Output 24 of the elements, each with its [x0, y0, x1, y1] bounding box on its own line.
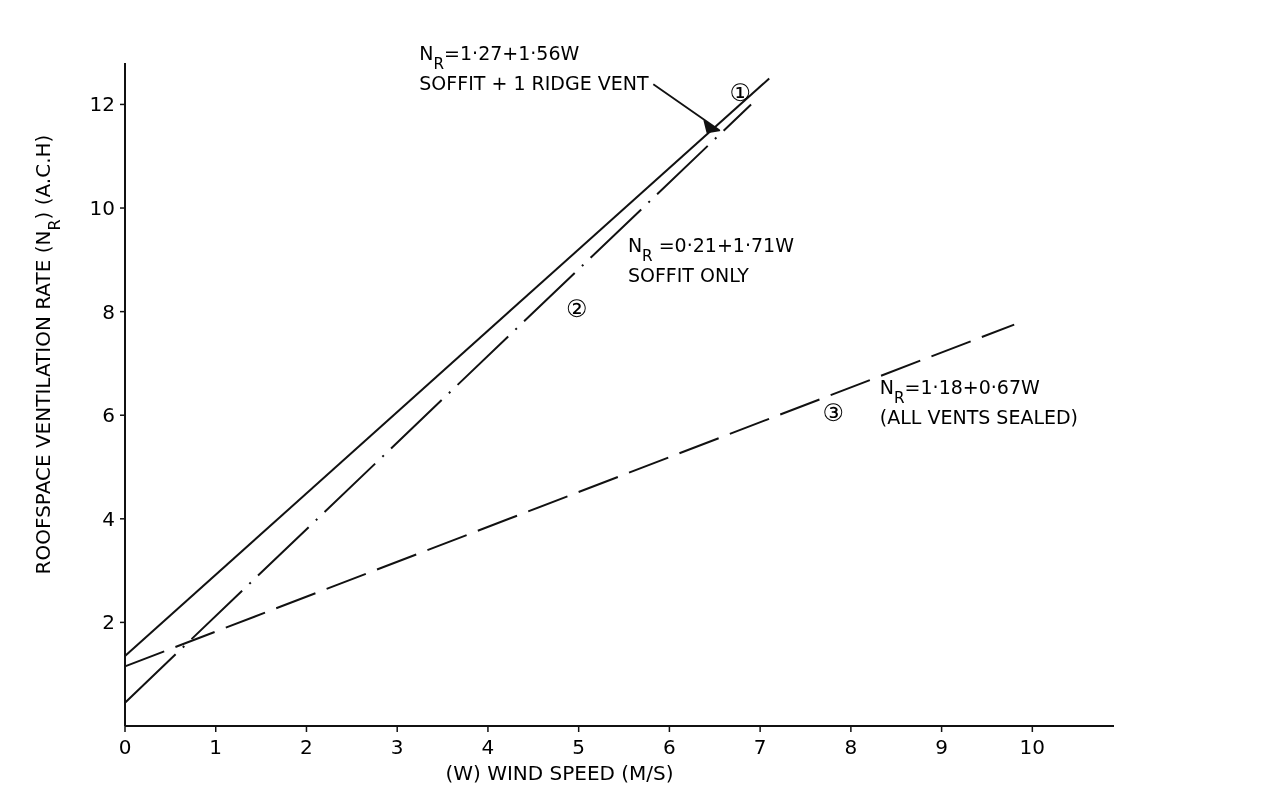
x-tick-label: 4 [481, 735, 495, 759]
x-tick-label: 7 [753, 735, 767, 759]
annotation: ③ [822, 399, 845, 428]
y-tick-label: 6 [102, 403, 115, 428]
y-tick-label: 10 [89, 196, 115, 221]
y-tick-label: 12 [89, 92, 115, 117]
x-axis-title: (W) WIND SPEED (M/S) [445, 761, 674, 785]
x-tick-label: 5 [572, 735, 586, 759]
y-tick-label: 8 [102, 299, 115, 324]
annotation: N$_{R}$=1·18+0·67W (ALL VENTS SEALED) [879, 375, 1079, 428]
x-tick-label: 3 [390, 735, 404, 759]
x-tick-label: 2 [300, 735, 313, 759]
x-tick-label: 0 [118, 735, 132, 759]
x-tick-label: 10 [1019, 735, 1046, 759]
x-tick-label: 6 [663, 735, 676, 759]
y-tick-label: 2 [102, 610, 115, 635]
annotation: N$_{R}$=1·27+1·56W SOFFIT + 1 RIDGE VENT [419, 42, 649, 95]
annotation: ① [729, 78, 751, 107]
x-tick-label: 9 [935, 735, 948, 759]
x-tick-label: 1 [209, 735, 223, 759]
annotation: N$_{R}$ =0·21+1·71W SOFFIT ONLY [627, 234, 795, 287]
annotation: ② [565, 294, 588, 323]
y-tick-label: 4 [102, 506, 115, 531]
x-tick-label: 8 [844, 735, 858, 759]
